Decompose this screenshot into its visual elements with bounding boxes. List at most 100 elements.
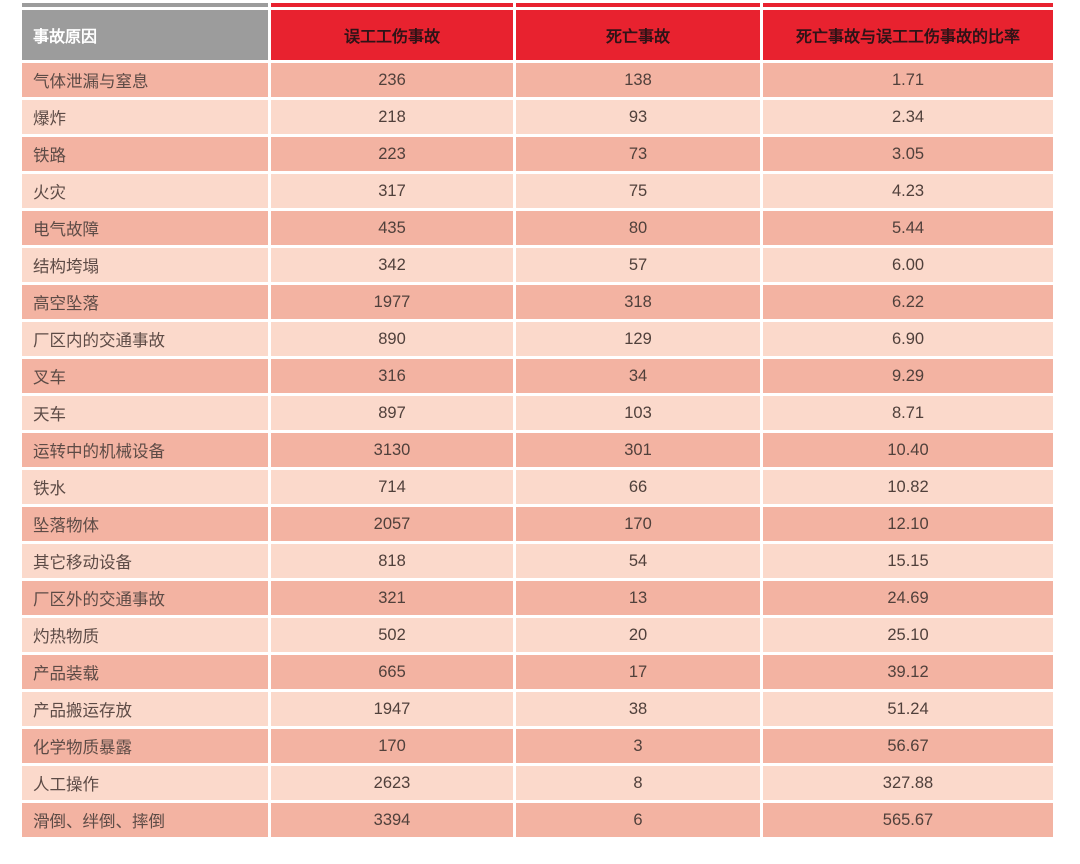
lost-time-cell: 317 bbox=[271, 174, 513, 208]
table-row: 坠落物体 2057 170 12.10 bbox=[22, 507, 1053, 541]
cause-cell: 产品搬运存放 bbox=[22, 692, 268, 726]
fatal-cell: 57 bbox=[516, 248, 760, 282]
fatal-cell: 93 bbox=[516, 100, 760, 134]
cause-cell: 人工操作 bbox=[22, 766, 268, 800]
fatal-cell: 34 bbox=[516, 359, 760, 393]
fatal-cell: 129 bbox=[516, 322, 760, 356]
sliver-red-1 bbox=[271, 3, 513, 7]
cause-cell: 高空坠落 bbox=[22, 285, 268, 319]
accident-statistics-table: 事故原因 误工工伤事故 死亡事故 死亡事故与误工工伤事故的比率 气体泄漏与窒息 … bbox=[19, 0, 1056, 840]
column-header-fatal: 死亡事故 bbox=[516, 10, 760, 60]
fatal-cell: 75 bbox=[516, 174, 760, 208]
table-row: 铁水 714 66 10.82 bbox=[22, 470, 1053, 504]
fatal-cell: 66 bbox=[516, 470, 760, 504]
ratio-cell: 25.10 bbox=[763, 618, 1053, 652]
fatal-cell: 73 bbox=[516, 137, 760, 171]
cause-cell: 其它移动设备 bbox=[22, 544, 268, 578]
cause-cell: 铁路 bbox=[22, 137, 268, 171]
ratio-cell: 24.69 bbox=[763, 581, 1053, 615]
table-row: 产品装载 665 17 39.12 bbox=[22, 655, 1053, 689]
lost-time-cell: 818 bbox=[271, 544, 513, 578]
lost-time-cell: 1977 bbox=[271, 285, 513, 319]
fatal-cell: 103 bbox=[516, 396, 760, 430]
lost-time-cell: 218 bbox=[271, 100, 513, 134]
table-row: 其它移动设备 818 54 15.15 bbox=[22, 544, 1053, 578]
cause-cell: 叉车 bbox=[22, 359, 268, 393]
cause-cell: 电气故障 bbox=[22, 211, 268, 245]
ratio-cell: 39.12 bbox=[763, 655, 1053, 689]
table-row: 化学物质暴露 170 3 56.67 bbox=[22, 729, 1053, 763]
ratio-cell: 4.23 bbox=[763, 174, 1053, 208]
ratio-cell: 15.15 bbox=[763, 544, 1053, 578]
table-row: 结构垮塌 342 57 6.00 bbox=[22, 248, 1053, 282]
table-row: 气体泄漏与窒息 236 138 1.71 bbox=[22, 63, 1053, 97]
table-row: 运转中的机械设备 3130 301 10.40 bbox=[22, 433, 1053, 467]
table-row: 叉车 316 34 9.29 bbox=[22, 359, 1053, 393]
cause-cell: 灼热物质 bbox=[22, 618, 268, 652]
fatal-cell: 8 bbox=[516, 766, 760, 800]
ratio-cell: 51.24 bbox=[763, 692, 1053, 726]
fatal-cell: 20 bbox=[516, 618, 760, 652]
lost-time-cell: 2623 bbox=[271, 766, 513, 800]
lost-time-cell: 665 bbox=[271, 655, 513, 689]
cause-cell: 坠落物体 bbox=[22, 507, 268, 541]
header-row: 事故原因 误工工伤事故 死亡事故 死亡事故与误工工伤事故的比率 bbox=[22, 10, 1053, 60]
ratio-cell: 8.71 bbox=[763, 396, 1053, 430]
ratio-cell: 9.29 bbox=[763, 359, 1053, 393]
lost-time-cell: 1947 bbox=[271, 692, 513, 726]
lost-time-cell: 321 bbox=[271, 581, 513, 615]
ratio-cell: 565.67 bbox=[763, 803, 1053, 837]
table-row: 火灾 317 75 4.23 bbox=[22, 174, 1053, 208]
table-row: 产品搬运存放 1947 38 51.24 bbox=[22, 692, 1053, 726]
table-row: 厂区外的交通事故 321 13 24.69 bbox=[22, 581, 1053, 615]
table-row: 铁路 223 73 3.05 bbox=[22, 137, 1053, 171]
ratio-cell: 10.40 bbox=[763, 433, 1053, 467]
lost-time-cell: 2057 bbox=[271, 507, 513, 541]
fatal-cell: 13 bbox=[516, 581, 760, 615]
ratio-cell: 3.05 bbox=[763, 137, 1053, 171]
ratio-cell: 12.10 bbox=[763, 507, 1053, 541]
cause-cell: 天车 bbox=[22, 396, 268, 430]
fatal-cell: 301 bbox=[516, 433, 760, 467]
table-row: 高空坠落 1977 318 6.22 bbox=[22, 285, 1053, 319]
lost-time-cell: 435 bbox=[271, 211, 513, 245]
table-row: 厂区内的交通事故 890 129 6.90 bbox=[22, 322, 1053, 356]
cause-cell: 火灾 bbox=[22, 174, 268, 208]
ratio-cell: 56.67 bbox=[763, 729, 1053, 763]
lost-time-cell: 236 bbox=[271, 63, 513, 97]
lost-time-cell: 897 bbox=[271, 396, 513, 430]
cause-cell: 厂区外的交通事故 bbox=[22, 581, 268, 615]
cause-cell: 厂区内的交通事故 bbox=[22, 322, 268, 356]
table-header: 事故原因 误工工伤事故 死亡事故 死亡事故与误工工伤事故的比率 bbox=[22, 3, 1053, 60]
lost-time-cell: 3394 bbox=[271, 803, 513, 837]
table-body: 气体泄漏与窒息 236 138 1.71 爆炸 218 93 2.34 铁路 2… bbox=[22, 63, 1053, 837]
fatal-cell: 54 bbox=[516, 544, 760, 578]
fatal-cell: 3 bbox=[516, 729, 760, 763]
cause-cell: 结构垮塌 bbox=[22, 248, 268, 282]
lost-time-cell: 502 bbox=[271, 618, 513, 652]
table-row: 电气故障 435 80 5.44 bbox=[22, 211, 1053, 245]
cause-cell: 滑倒、绊倒、摔倒 bbox=[22, 803, 268, 837]
fatal-cell: 170 bbox=[516, 507, 760, 541]
lost-time-cell: 223 bbox=[271, 137, 513, 171]
table-row: 爆炸 218 93 2.34 bbox=[22, 100, 1053, 134]
fatal-cell: 318 bbox=[516, 285, 760, 319]
fatal-cell: 6 bbox=[516, 803, 760, 837]
sliver-gray bbox=[22, 3, 268, 7]
ratio-cell: 5.44 bbox=[763, 211, 1053, 245]
lost-time-cell: 890 bbox=[271, 322, 513, 356]
ratio-cell: 6.90 bbox=[763, 322, 1053, 356]
ratio-cell: 10.82 bbox=[763, 470, 1053, 504]
table-row: 人工操作 2623 8 327.88 bbox=[22, 766, 1053, 800]
cause-cell: 化学物质暴露 bbox=[22, 729, 268, 763]
lost-time-cell: 3130 bbox=[271, 433, 513, 467]
lost-time-cell: 170 bbox=[271, 729, 513, 763]
cause-cell: 爆炸 bbox=[22, 100, 268, 134]
fatal-cell: 80 bbox=[516, 211, 760, 245]
ratio-cell: 6.00 bbox=[763, 248, 1053, 282]
cause-cell: 铁水 bbox=[22, 470, 268, 504]
lost-time-cell: 342 bbox=[271, 248, 513, 282]
cause-cell: 产品装载 bbox=[22, 655, 268, 689]
lost-time-cell: 714 bbox=[271, 470, 513, 504]
